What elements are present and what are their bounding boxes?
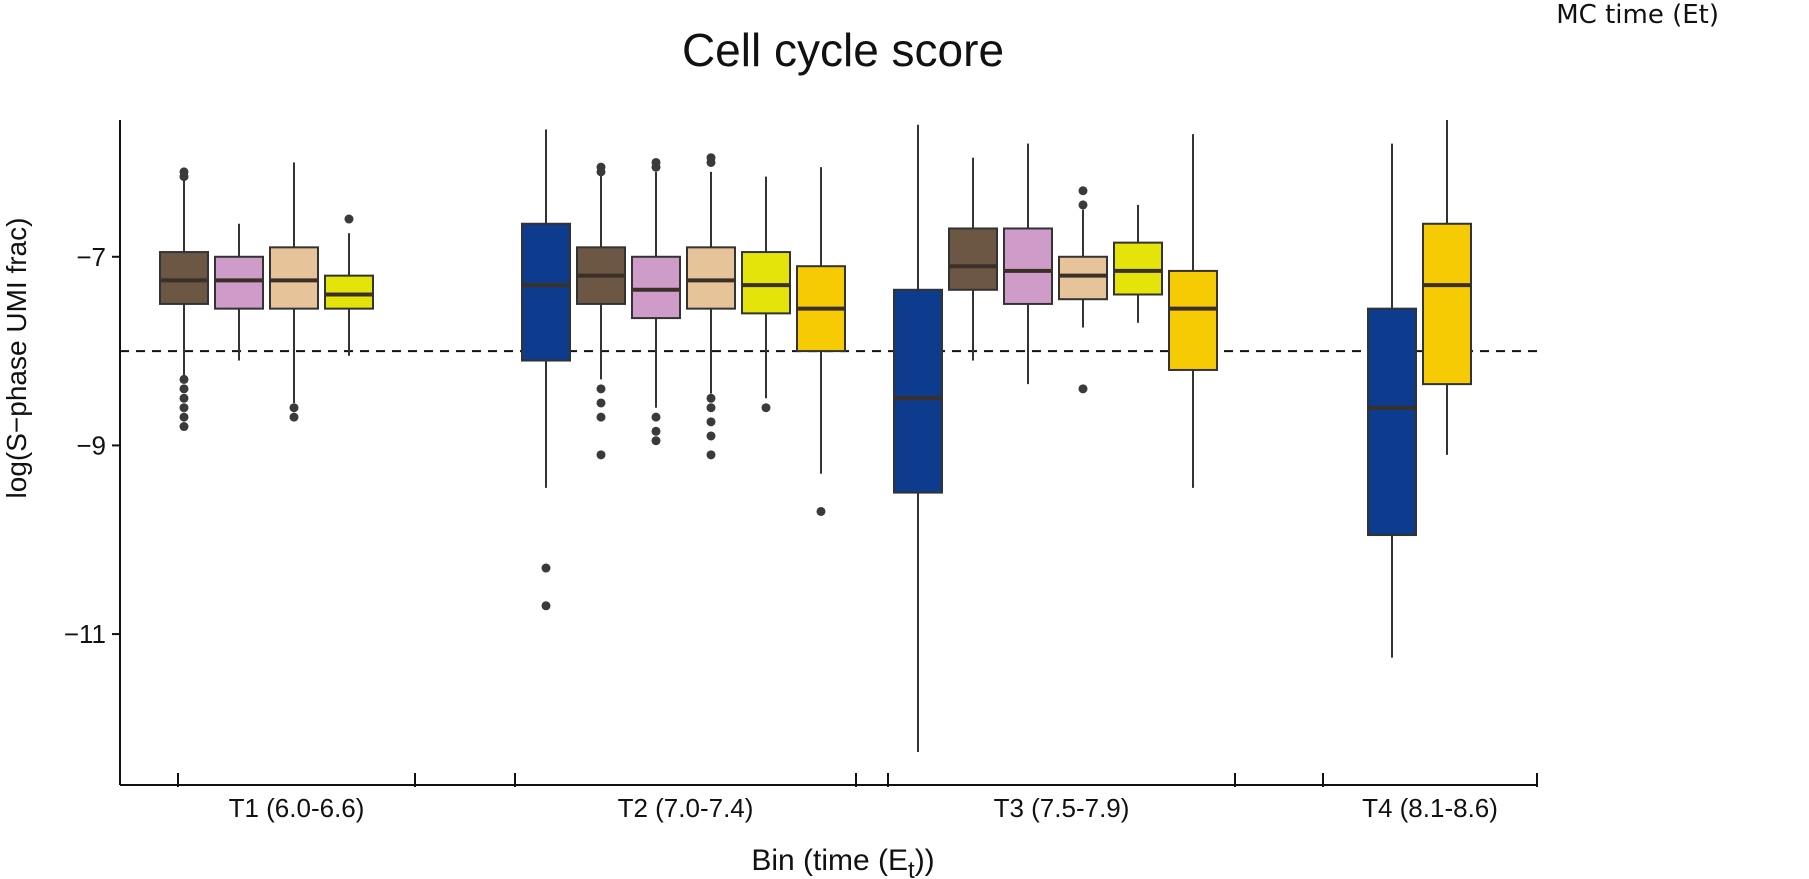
outlier-point [1078,384,1088,394]
box-2-brown [576,162,626,460]
x-tick-label: T1 (6.0-6.6) [229,793,365,823]
box-iqr [1168,269,1218,371]
box-3-tan [1058,186,1108,394]
outlier-point [179,422,189,432]
box-iqr [631,255,681,320]
outlier-point [596,450,606,460]
y-tick-label: −11 [64,619,106,649]
outlier-point [289,412,299,422]
box-iqr [1003,227,1053,305]
box-iqr [159,251,209,305]
outlier-point [541,563,551,573]
x-axis-label: Bin (time (Et)) [751,844,934,879]
y-axis-label: log(S−phase UMI frac) [1,218,32,499]
box-iqr [1367,307,1417,537]
x-axis-label-main: Bin (time (E [751,844,908,877]
outlier-point [179,172,189,182]
outlier-point [706,417,716,427]
box-3-blue [893,124,943,752]
outlier-point [344,214,354,224]
box-2-gold [796,167,846,516]
x-tick-label: T3 (7.5-7.9) [994,793,1130,823]
box-1-lime [324,214,374,356]
outlier-point [179,412,189,422]
x-axis-ticks: T1 (6.0-6.6) T2 (7.0-7.4) T3 (7.5-7.9) T4 (… [177,773,1538,823]
box-iqr [1058,255,1108,301]
outlier-point [1078,200,1088,210]
box-2-pink [631,157,681,446]
box-3-pink [1003,143,1053,385]
outlier-point [706,393,716,403]
box-iqr [893,288,943,494]
outlier-point [1078,186,1088,196]
outlier-point [651,162,661,172]
outlier-point [596,398,606,408]
box-iqr [324,274,374,310]
x-tick-label: T4 (8.1-8.6) [1362,793,1498,823]
box-4-blue [1367,143,1417,658]
outlier-point [596,384,606,394]
box-iqr [1422,222,1472,386]
outlier-point [596,167,606,177]
outlier-point [651,436,661,446]
chart-title: Cell cycle score [682,24,1004,76]
box-2-lime [741,176,791,413]
legend-title: MC time (Et) [1556,0,1719,30]
x-axis-label-end: )) [915,844,935,877]
axes: −7 −9 −11 [64,120,1537,786]
outlier-point [761,403,771,413]
outlier-point [706,403,716,413]
box-iqr [686,246,736,310]
outlier-point [816,506,826,516]
outlier-point [289,403,299,413]
box-1-brown [159,167,209,432]
box-3-lime [1113,204,1163,323]
x-tick-label: T2 (7.0-7.4) [618,793,754,823]
outlier-point [541,601,551,611]
box-4-gold [1422,120,1472,455]
outlier-point [706,450,716,460]
y-tick-label: −9 [76,430,106,460]
y-tick-label: −7 [76,242,106,272]
box-iqr [214,255,264,310]
outlier-point [651,412,661,422]
box-3-gold [1168,134,1218,488]
outlier-point [179,393,189,403]
outlier-point [179,374,189,384]
outlier-point [179,384,189,394]
box-3-brown [948,157,998,361]
box-iqr [1113,241,1163,296]
box-iqr [269,246,319,310]
outlier-point [179,403,189,413]
outlier-point [596,412,606,422]
box-2-tan [686,153,736,460]
outlier-point [706,431,716,441]
box-iqr [948,227,998,291]
outlier-point [706,157,716,167]
boxes [159,120,1472,752]
box-2-blue [521,129,571,611]
box-1-pink [214,223,264,361]
box-1-tan [269,162,319,422]
x-axis-label-subscript: t [908,857,915,879]
outlier-point [651,426,661,436]
box-iqr [741,251,791,315]
box-iqr [521,222,571,362]
